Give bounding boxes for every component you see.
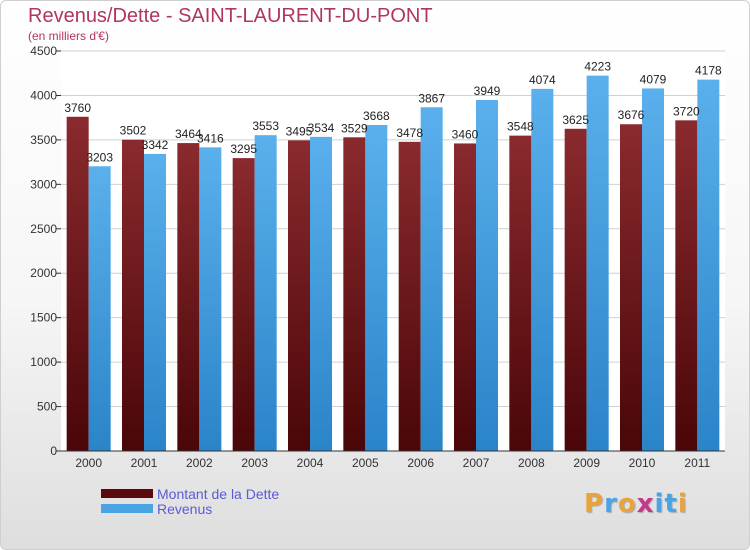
bar-value-label: 4079 [640, 72, 667, 86]
proxiti-logo: Proxiti [584, 489, 688, 519]
x-tick-label: 2006 [407, 456, 434, 470]
x-tick-label: 2008 [518, 456, 545, 470]
bar-value-label: 3534 [308, 121, 335, 135]
x-tick-label: 2005 [352, 456, 379, 470]
bar-dette [232, 158, 255, 451]
y-tick-label: 2000 [30, 266, 57, 280]
logo-letter: i [654, 489, 665, 519]
y-tick-label: 3500 [30, 133, 57, 147]
bar-value-label: 3625 [562, 113, 589, 127]
bar-revenus [88, 166, 111, 452]
legend-label-dette: Montant de la Dette [157, 486, 280, 502]
bar-dette [620, 124, 642, 451]
bar-value-label: 4074 [529, 73, 556, 87]
bar-value-label: 3295 [230, 142, 257, 156]
bar-revenus [420, 107, 443, 452]
bar-dette [398, 141, 421, 451]
bar-value-label: 3553 [252, 119, 279, 133]
y-tick-label: 1000 [30, 355, 57, 369]
bar-value-label: 3720 [673, 104, 700, 118]
bar-value-label: 3867 [418, 91, 445, 105]
x-tick-label: 2000 [75, 456, 102, 470]
bar-value-label: 3760 [64, 101, 91, 115]
chart-title: Revenus/Dette - SAINT-LAURENT-DU-PONT [28, 5, 433, 27]
bar-dette [675, 120, 698, 451]
legend-swatch-dette [101, 489, 153, 498]
y-tick-label: 4500 [30, 44, 57, 58]
logo-letter: o [617, 489, 637, 519]
x-tick-label: 2009 [573, 456, 600, 470]
bar-value-label: 4223 [584, 60, 611, 74]
bar-dette [509, 135, 532, 451]
bar-dette [454, 143, 476, 451]
bar-value-label: 3416 [197, 131, 224, 145]
bar-dette [177, 143, 200, 452]
bar-dette [66, 116, 89, 452]
bar-revenus [254, 135, 277, 451]
x-tick-label: 2003 [241, 456, 268, 470]
chart-subtitle: (en milliers d'€) [28, 29, 109, 43]
bar-dette [288, 140, 310, 452]
x-tick-label: 2002 [186, 456, 213, 470]
bar-value-label: 3460 [452, 127, 479, 141]
bar-dette [122, 139, 144, 451]
logo-letter: r [604, 489, 618, 519]
bar-value-label: 4178 [695, 64, 722, 78]
x-tick-label: 2001 [131, 456, 158, 470]
y-tick-label: 500 [37, 400, 57, 414]
bar-dette [343, 137, 366, 452]
bar-revenus [697, 79, 720, 451]
bar-revenus [365, 124, 388, 451]
bar-revenus [199, 147, 222, 451]
legend-swatch-revenus [101, 504, 153, 513]
y-tick-label: 1500 [30, 311, 57, 325]
bar-value-label: 3668 [363, 109, 390, 123]
y-tick-label: 2500 [30, 222, 57, 236]
bar-value-label: 3949 [474, 84, 501, 98]
bar-revenus [586, 75, 609, 451]
legend-label-revenus: Revenus [157, 501, 213, 517]
plot-area [61, 51, 725, 451]
bar-revenus [476, 99, 498, 451]
bar-value-label: 3342 [142, 138, 169, 152]
logo-letter: i [677, 489, 688, 519]
bar-value-label: 3203 [86, 150, 113, 164]
bar-dette [564, 128, 587, 451]
bar-revenus [642, 88, 664, 451]
bar-value-label: 3478 [396, 126, 423, 140]
bar-revenus [531, 88, 554, 451]
x-tick-label: 2007 [463, 456, 490, 470]
logo-letter: P [584, 489, 605, 519]
bar-revenus [144, 153, 166, 451]
bar-value-label: 3529 [341, 121, 368, 135]
y-tick-label: 3000 [30, 177, 57, 191]
bar-value-label: 3548 [507, 120, 534, 134]
bar-value-label: 3464 [175, 127, 202, 141]
logo-letter: t [664, 489, 678, 519]
x-tick-label: 2011 [684, 456, 710, 470]
bar-revenus [310, 136, 332, 451]
logo-letter: x [636, 489, 655, 519]
bar-value-label: 3502 [120, 124, 147, 138]
y-tick-label: 0 [50, 444, 57, 458]
bar-value-label: 3495 [286, 124, 313, 138]
y-tick-label: 4000 [30, 88, 57, 102]
x-tick-label: 2010 [629, 456, 656, 470]
x-tick-label: 2004 [297, 456, 324, 470]
bar-value-label: 3676 [618, 108, 645, 122]
